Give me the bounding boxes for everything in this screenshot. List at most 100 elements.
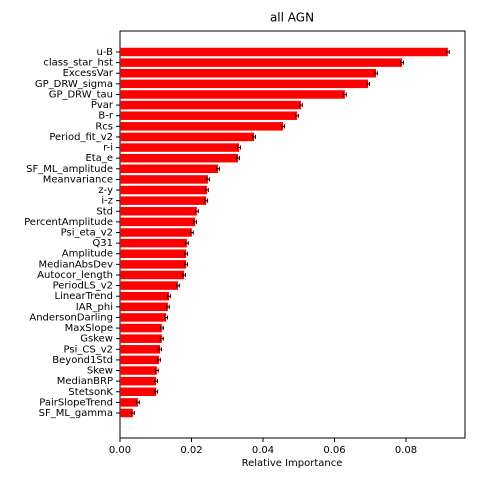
bar	[120, 355, 159, 365]
bar	[120, 366, 157, 375]
bar	[120, 302, 168, 312]
bar	[120, 90, 345, 99]
y-tick-label: Period_fit_v2	[49, 132, 113, 143]
error-bar	[237, 145, 241, 150]
error-bar	[206, 177, 210, 182]
bar	[120, 185, 207, 195]
y-tick-label: MaxSlope	[65, 323, 113, 334]
error-bar	[175, 283, 180, 288]
y-tick-label: Beyond1Std	[52, 355, 113, 366]
bar	[120, 68, 376, 78]
error-bar	[130, 411, 135, 415]
error-bar	[167, 294, 171, 299]
chart-title: all AGN	[270, 11, 314, 25]
error-bar	[159, 336, 164, 341]
y-tick-label: Q31	[92, 238, 113, 249]
y-tick-label: SF_ML_amplitude	[26, 164, 113, 175]
error-bar	[298, 103, 303, 108]
bar	[120, 291, 169, 301]
bar	[120, 111, 297, 120]
error-bar	[184, 241, 189, 246]
y-tick-label: GP_DRW_sigma	[35, 79, 113, 90]
bar	[120, 207, 197, 216]
y-tick-label: IAR_phi	[76, 302, 113, 313]
error-bar	[204, 198, 209, 203]
error-bar	[135, 400, 140, 405]
y-tick-label: LinearTrend	[55, 291, 113, 302]
y-tick-label: i-z	[101, 196, 113, 207]
error-bar	[158, 347, 162, 352]
x-tick-label: 0.04	[252, 445, 274, 456]
error-bar	[204, 188, 209, 193]
y-tick-label: Amplitude	[62, 249, 113, 260]
y-tick-label: Psi_CS_v2	[64, 344, 113, 355]
bar	[120, 217, 196, 227]
y-tick-label: PeriodLS_v2	[53, 281, 113, 292]
y-tick-label: r-i	[103, 143, 113, 154]
x-axis-label: Relative Importance	[242, 458, 343, 469]
error-bar	[165, 304, 170, 309]
bar	[120, 408, 133, 418]
error-bar	[154, 379, 159, 384]
bar	[120, 164, 218, 174]
y-tick-label: MedianAbsDev	[38, 259, 113, 270]
error-bar	[374, 71, 378, 76]
y-tick-label: PercentAmplitude	[24, 217, 113, 228]
error-bar	[184, 251, 189, 256]
error-bar	[193, 219, 198, 224]
y-tick-label: Eta_e	[85, 153, 113, 164]
bar	[120, 175, 208, 184]
bar	[120, 196, 207, 205]
bar	[120, 313, 167, 322]
error-bar	[182, 272, 186, 277]
error-bar	[400, 60, 405, 65]
y-tick-label: ExcessVar	[63, 68, 114, 79]
error-bar	[252, 134, 256, 139]
bar	[120, 238, 187, 248]
error-bar	[295, 113, 299, 118]
error-bar	[445, 50, 450, 54]
y-tick-label: Psi_eta_v2	[61, 228, 113, 239]
bar	[120, 345, 161, 354]
bar	[120, 334, 162, 343]
y-tick-label: z-y	[98, 185, 113, 196]
bar	[120, 228, 192, 237]
error-bar	[157, 357, 161, 362]
y-tick-label: Meanvariance	[43, 174, 113, 185]
bar	[120, 58, 403, 67]
y-tick-label: AndersonDarling	[29, 312, 113, 323]
bar	[120, 260, 187, 269]
bar	[120, 122, 284, 131]
error-bar	[154, 368, 159, 373]
y-tick-label: GP_DRW_tau	[49, 89, 113, 100]
error-bar	[236, 156, 240, 161]
error-bar	[164, 315, 169, 320]
bar	[120, 249, 187, 258]
error-bar	[194, 209, 199, 214]
bar	[120, 323, 162, 333]
y-tick-label: B-r	[98, 111, 113, 122]
x-tick-label: 0.00	[109, 445, 131, 456]
error-bar	[184, 262, 189, 267]
y-tick-label: Skew	[87, 366, 113, 377]
bar	[120, 100, 301, 110]
error-bar	[216, 166, 220, 171]
y-tick-label: Std	[96, 206, 113, 217]
bar	[120, 398, 138, 407]
bar	[120, 281, 178, 290]
x-tick-label: 0.02	[180, 445, 202, 456]
bar	[120, 143, 240, 152]
y-tick-label: Autocor_length	[37, 270, 113, 281]
bar	[120, 153, 238, 163]
y-tick-label: MedianBRP	[57, 376, 113, 387]
y-tick-label: Gskew	[80, 334, 113, 345]
y-tick-label: StetsonK	[68, 387, 113, 398]
error-bar	[342, 92, 347, 97]
error-bar	[189, 230, 194, 235]
x-tick-label: 0.08	[395, 445, 417, 456]
y-tick-label: Pvar	[91, 100, 114, 111]
y-tick-label: SF_ML_gamma	[39, 408, 113, 419]
bar	[120, 376, 157, 386]
bar	[120, 387, 157, 397]
